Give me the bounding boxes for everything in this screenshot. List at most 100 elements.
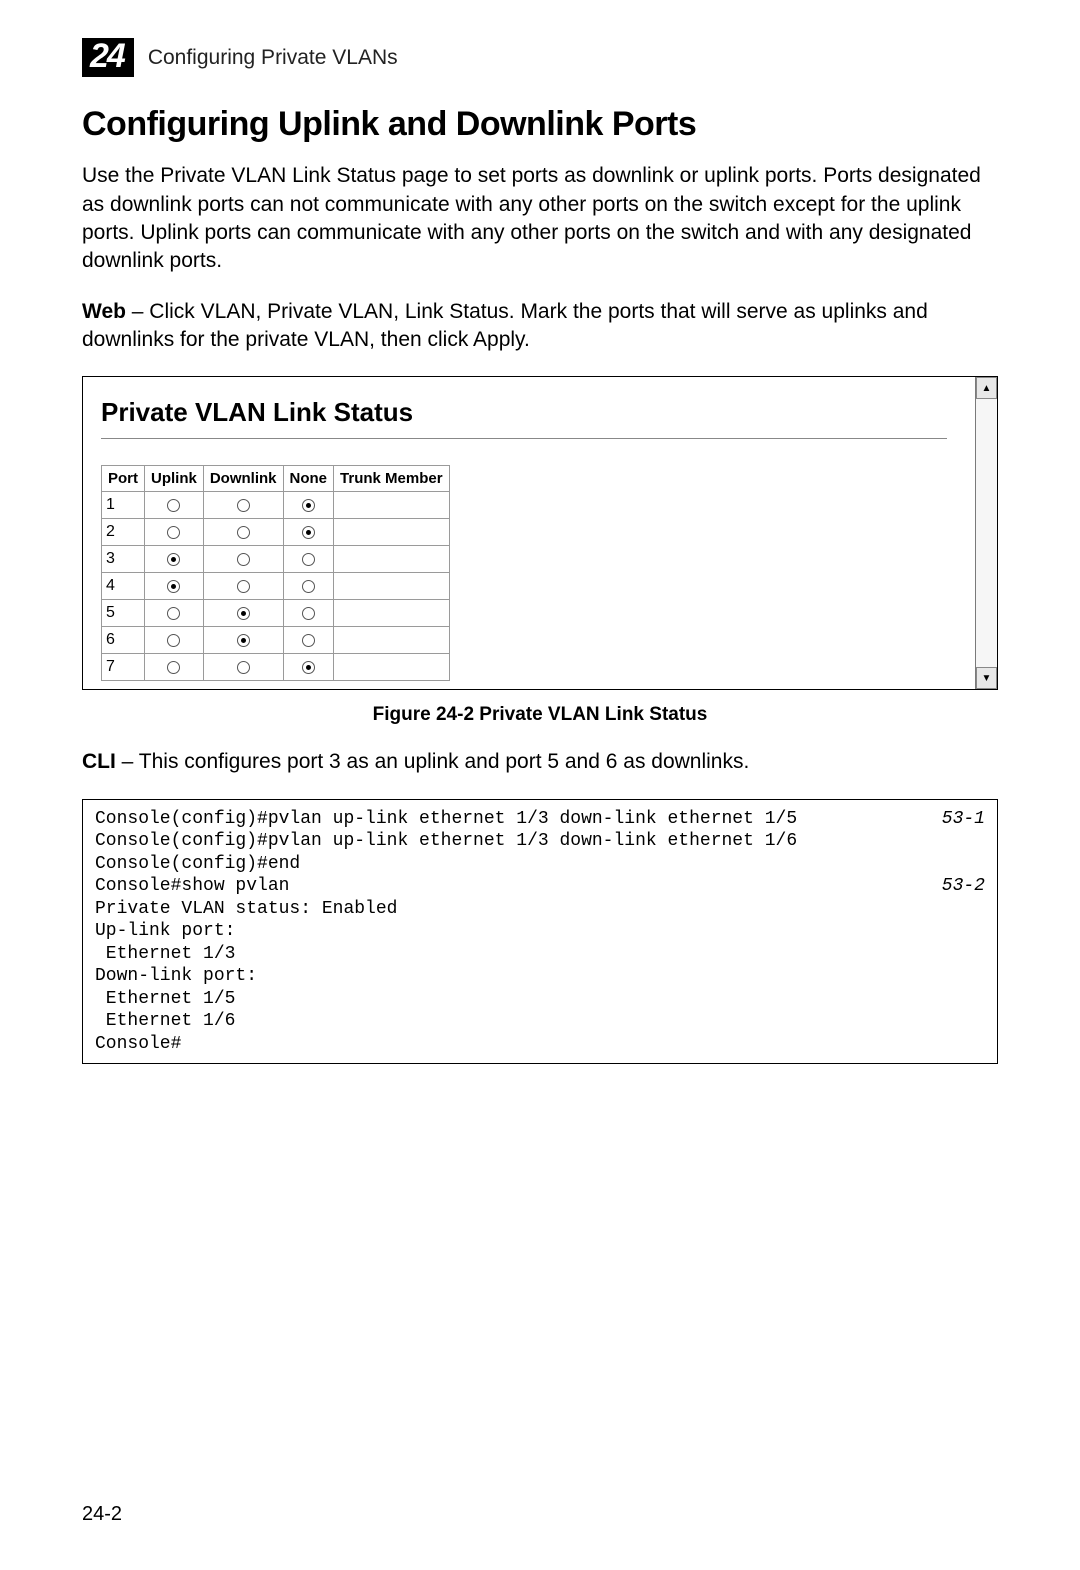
col-none: None	[283, 466, 334, 492]
none-radio[interactable]	[302, 499, 315, 512]
cli-line: Console(config)#end	[95, 853, 985, 876]
cli-text: Ethernet 1/3	[95, 943, 985, 966]
cell-port: 6	[102, 627, 145, 654]
cli-text: Ethernet 1/5	[95, 988, 985, 1011]
cell-none	[283, 573, 334, 600]
table-row: 4	[102, 573, 450, 600]
cell-none	[283, 627, 334, 654]
cell-downlink	[203, 492, 283, 519]
cli-line: Ethernet 1/6	[95, 1010, 985, 1033]
none-radio[interactable]	[302, 526, 315, 539]
cell-none	[283, 519, 334, 546]
cell-uplink	[145, 546, 204, 573]
cli-ref: 53-1	[922, 808, 985, 831]
cell-uplink	[145, 654, 204, 681]
section-title: Configuring Uplink and Downlink Ports	[82, 105, 998, 144]
cell-downlink	[203, 654, 283, 681]
cell-uplink	[145, 627, 204, 654]
cli-intro-text: – This configures port 3 as an uplink an…	[116, 750, 750, 773]
link-status-screenshot: Private VLAN Link Status Port Uplink Dow…	[82, 376, 998, 690]
cell-none	[283, 600, 334, 627]
cli-line: Console#	[95, 1033, 985, 1056]
cell-uplink	[145, 600, 204, 627]
scroll-up-button[interactable]	[976, 377, 997, 399]
cli-text: Console(config)#pvlan up-link ethernet 1…	[95, 808, 922, 831]
web-text: – Click VLAN, Private VLAN, Link Status.…	[82, 300, 928, 351]
chapter-title: Configuring Private VLANs	[148, 46, 398, 70]
uplink-radio[interactable]	[167, 553, 180, 566]
uplink-radio[interactable]	[167, 607, 180, 620]
cli-text: Console(config)#pvlan up-link ethernet 1…	[95, 830, 985, 853]
cli-label: CLI	[82, 750, 116, 773]
none-radio[interactable]	[302, 607, 315, 620]
cli-line: Console#show pvlan53-2	[95, 875, 985, 898]
uplink-radio[interactable]	[167, 580, 180, 593]
cell-downlink	[203, 627, 283, 654]
cli-line: Up-link port:	[95, 920, 985, 943]
cell-port: 5	[102, 600, 145, 627]
scrollbar[interactable]	[975, 377, 997, 689]
cell-uplink	[145, 492, 204, 519]
cell-port: 3	[102, 546, 145, 573]
cell-port: 2	[102, 519, 145, 546]
col-uplink: Uplink	[145, 466, 204, 492]
none-radio[interactable]	[302, 661, 315, 674]
downlink-radio[interactable]	[237, 580, 250, 593]
cell-trunk	[334, 519, 450, 546]
link-status-table: Port Uplink Downlink None Trunk Member 1…	[101, 465, 450, 681]
cell-downlink	[203, 519, 283, 546]
uplink-radio[interactable]	[167, 661, 180, 674]
cell-downlink	[203, 600, 283, 627]
uplink-radio[interactable]	[167, 634, 180, 647]
table-row: 3	[102, 546, 450, 573]
chapter-number-badge: 24	[82, 38, 134, 77]
cli-line: Private VLAN status: Enabled	[95, 898, 985, 921]
section-intro-paragraph: Use the Private VLAN Link Status page to…	[82, 162, 998, 275]
none-radio[interactable]	[302, 580, 315, 593]
cli-line: Ethernet 1/3	[95, 943, 985, 966]
cell-trunk	[334, 627, 450, 654]
cell-port: 4	[102, 573, 145, 600]
scroll-track[interactable]	[976, 399, 997, 667]
downlink-radio[interactable]	[237, 607, 250, 620]
cli-line: Console(config)#pvlan up-link ethernet 1…	[95, 830, 985, 853]
cli-output-box: Console(config)#pvlan up-link ethernet 1…	[82, 799, 998, 1065]
page-number: 24-2	[82, 1503, 122, 1526]
cell-port: 1	[102, 492, 145, 519]
table-row: 6	[102, 627, 450, 654]
cell-trunk	[334, 546, 450, 573]
downlink-radio[interactable]	[237, 499, 250, 512]
cell-uplink	[145, 519, 204, 546]
cell-downlink	[203, 546, 283, 573]
web-label: Web	[82, 300, 126, 323]
downlink-radio[interactable]	[237, 526, 250, 539]
web-instructions: Web – Click VLAN, Private VLAN, Link Sta…	[82, 298, 998, 355]
cli-line: Down-link port:	[95, 965, 985, 988]
col-port: Port	[102, 466, 145, 492]
downlink-radio[interactable]	[237, 634, 250, 647]
uplink-radio[interactable]	[167, 526, 180, 539]
cli-text: Private VLAN status: Enabled	[95, 898, 985, 921]
cell-none	[283, 546, 334, 573]
cli-line: Console(config)#pvlan up-link ethernet 1…	[95, 808, 985, 831]
uplink-radio[interactable]	[167, 499, 180, 512]
table-row: 5	[102, 600, 450, 627]
cli-intro: CLI – This configures port 3 as an uplin…	[82, 748, 998, 776]
scroll-down-button[interactable]	[976, 667, 997, 689]
panel-title: Private VLAN Link Status	[101, 391, 947, 439]
cell-uplink	[145, 573, 204, 600]
cell-trunk	[334, 600, 450, 627]
cli-text: Console(config)#end	[95, 853, 985, 876]
cli-text: Console#show pvlan	[95, 875, 922, 898]
cli-ref: 53-2	[922, 875, 985, 898]
page-header: 24 Configuring Private VLANs	[82, 38, 998, 77]
col-downlink: Downlink	[203, 466, 283, 492]
col-trunk: Trunk Member	[334, 466, 450, 492]
none-radio[interactable]	[302, 553, 315, 566]
table-row: 1	[102, 492, 450, 519]
cell-port: 7	[102, 654, 145, 681]
none-radio[interactable]	[302, 634, 315, 647]
downlink-radio[interactable]	[237, 661, 250, 674]
downlink-radio[interactable]	[237, 553, 250, 566]
table-row: 2	[102, 519, 450, 546]
